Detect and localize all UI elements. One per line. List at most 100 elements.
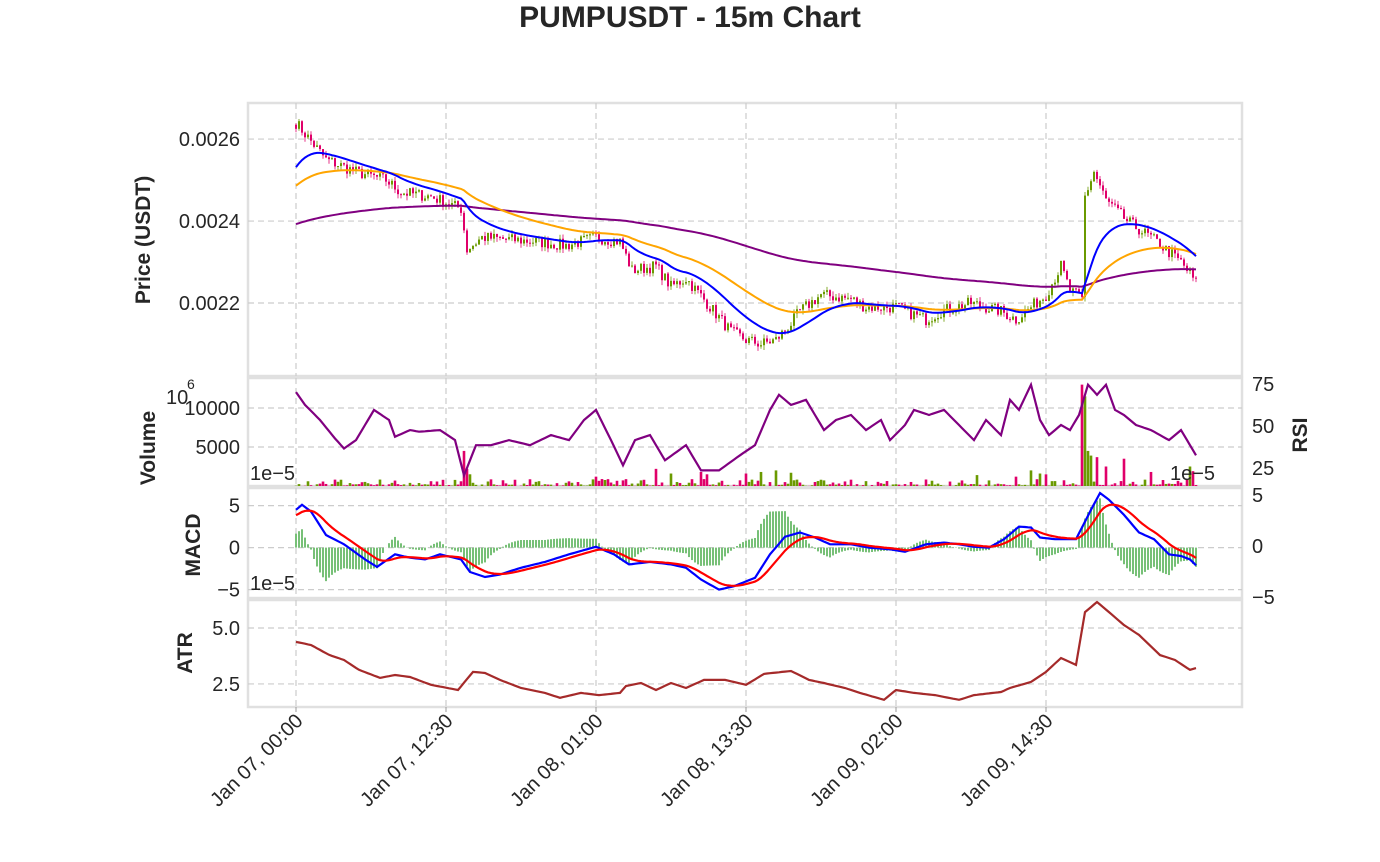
volume-bar xyxy=(348,483,352,486)
candle-body xyxy=(400,194,402,196)
candle-body xyxy=(610,244,612,247)
volume-bar xyxy=(465,468,469,486)
candle-body xyxy=(409,188,411,196)
candle-body xyxy=(487,232,489,241)
macd-histogram-bar xyxy=(949,546,951,548)
macd-histogram-bar xyxy=(772,511,774,548)
volume-bar xyxy=(1071,483,1075,486)
candle-body xyxy=(1021,317,1023,323)
candle-body xyxy=(526,239,528,243)
volume-bar xyxy=(1173,483,1177,486)
macd-histogram-bar xyxy=(718,547,720,566)
macd-histogram-bar xyxy=(352,547,354,570)
volume-bar xyxy=(1158,484,1162,486)
candle-body xyxy=(508,237,510,240)
volume-bar xyxy=(1083,396,1087,486)
candle-body xyxy=(916,311,918,315)
volume-bar xyxy=(399,485,403,486)
candle-body xyxy=(1084,195,1086,297)
macd-histogram-bar xyxy=(400,543,402,548)
candle-body xyxy=(391,180,393,185)
volume-bar xyxy=(492,484,496,486)
candle-body xyxy=(655,261,657,265)
candle-body xyxy=(748,337,750,344)
x-tick-label: Jan 08, 13:30 xyxy=(656,710,757,811)
volume-bar xyxy=(879,483,883,486)
macd-histogram-bar xyxy=(853,547,855,551)
macd-histogram-bar xyxy=(295,533,297,548)
macd-histogram-bar xyxy=(496,547,498,551)
volume-bar xyxy=(1149,471,1153,486)
volume-bar xyxy=(714,485,718,486)
volume-bar xyxy=(1029,470,1033,486)
candle-body xyxy=(925,313,927,326)
candle-body xyxy=(1048,295,1050,301)
candle-body xyxy=(961,304,963,309)
macd-histogram-bar xyxy=(850,547,852,550)
volume-bar xyxy=(597,480,601,486)
volume-bar xyxy=(1119,481,1123,486)
macd-histogram-bar xyxy=(1057,547,1059,553)
macd-histogram-bar xyxy=(1054,547,1056,555)
candle-body xyxy=(745,339,747,344)
macd-histogram-bar xyxy=(505,544,507,548)
volume-bar xyxy=(315,484,319,486)
volume-bar xyxy=(849,479,853,486)
macd-histogram-bar xyxy=(967,547,969,551)
candle-body xyxy=(547,238,549,249)
candle-body xyxy=(895,303,897,305)
candle-body xyxy=(1030,307,1032,309)
volume-bar xyxy=(969,484,973,486)
volume-bar xyxy=(639,480,643,486)
volume-bar xyxy=(600,479,604,486)
volume-bar xyxy=(423,484,427,486)
macd-histogram-bar xyxy=(823,547,825,556)
volume-bar xyxy=(441,479,445,486)
macd-histogram-bar xyxy=(652,547,654,549)
volume-bar xyxy=(1164,483,1168,486)
macd-histogram-bar xyxy=(1183,547,1185,562)
macd-histogram-bar xyxy=(556,538,558,548)
price-y-tick-label: 0.0022 xyxy=(179,293,240,315)
macd-histogram-bar xyxy=(700,547,702,566)
candle-body xyxy=(841,295,843,302)
macd-histogram-bar xyxy=(919,541,921,548)
candle-body xyxy=(784,330,786,332)
volume-bar xyxy=(882,483,886,486)
macd-histogram-bar xyxy=(796,527,798,548)
macd-histogram-bar xyxy=(985,547,987,551)
volume-bar xyxy=(366,483,370,486)
macd-histogram-bar xyxy=(403,545,405,548)
candle-body xyxy=(820,294,822,298)
candle-body xyxy=(868,306,870,310)
candle-body xyxy=(1153,234,1155,236)
candle-body xyxy=(616,239,618,245)
candle-body xyxy=(898,303,900,305)
volume-bar xyxy=(702,479,706,486)
candle-body xyxy=(406,193,408,196)
candle-body xyxy=(979,301,981,307)
candle-body xyxy=(937,317,939,320)
volume-bar xyxy=(741,484,745,486)
volume-bar xyxy=(333,479,337,486)
macd-histogram-bar xyxy=(760,523,762,548)
macd-histogram-bar xyxy=(1036,547,1038,556)
volume-y-tick-label: 10000 xyxy=(184,398,240,420)
candle-body xyxy=(769,341,771,344)
macd-histogram-bar xyxy=(439,541,441,548)
macd-histogram-bar xyxy=(784,511,786,548)
candle-body xyxy=(352,167,354,172)
candle-body xyxy=(421,190,423,201)
volume-bar xyxy=(744,473,748,486)
volume-bar xyxy=(456,484,460,486)
macd-histogram-bar xyxy=(379,547,381,560)
volume-bar xyxy=(588,484,592,486)
macd-histogram-bar xyxy=(916,542,918,548)
candle-body xyxy=(751,336,753,338)
macd-histogram-bar xyxy=(355,547,357,570)
volume-bar xyxy=(576,482,580,486)
candle-body xyxy=(301,121,303,133)
macd-histogram-bar xyxy=(448,547,450,549)
volume-bar xyxy=(1095,457,1099,486)
volume-bar xyxy=(723,485,727,486)
